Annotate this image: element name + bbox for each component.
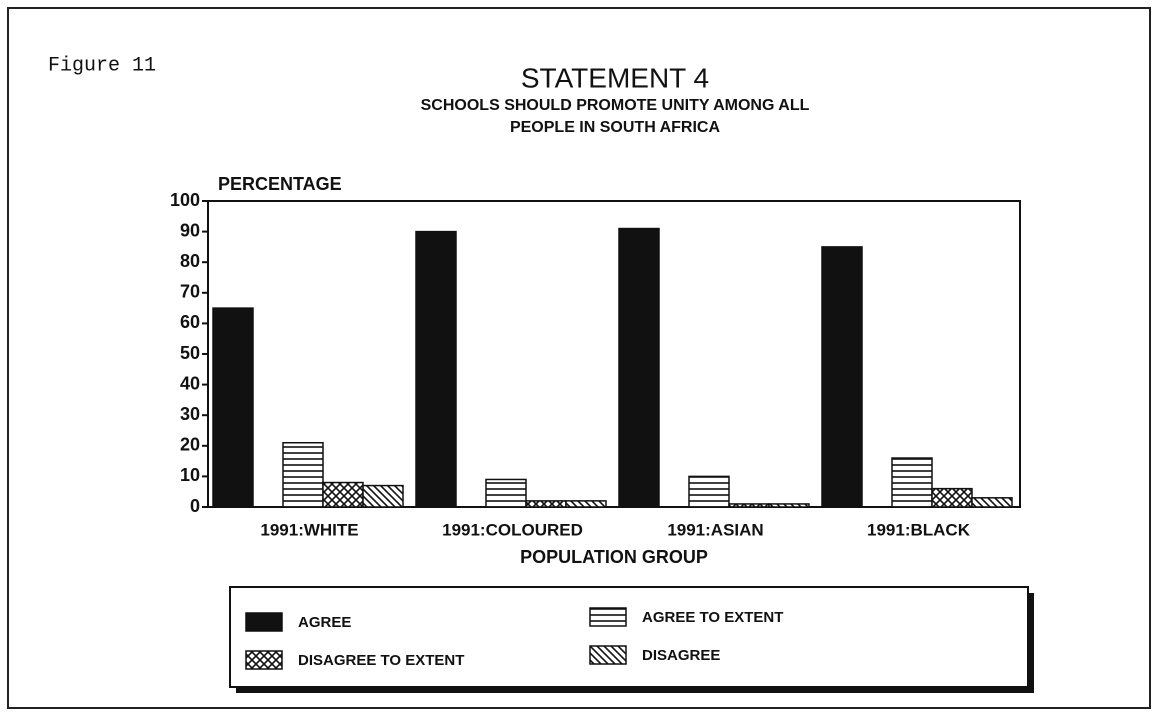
subtitle: SCHOOLS SHOULD PROMOTE UNITY AMONG ALL <box>421 97 810 114</box>
bar <box>415 230 457 508</box>
y-tick-label: 100 <box>170 190 200 210</box>
x-tick-label: 1991:BLACK <box>867 520 971 539</box>
x-axis-label: POPULATION GROUP <box>520 547 708 567</box>
legend-label: DISAGREE <box>642 647 720 664</box>
bar <box>618 227 660 508</box>
figure-label: Figure 11 <box>48 54 156 77</box>
bar <box>362 484 404 508</box>
bar <box>282 441 324 508</box>
y-axis-label: PERCENTAGE <box>218 174 342 194</box>
bar <box>768 503 810 508</box>
x-tick-label: 1991:WHITE <box>260 520 358 539</box>
y-tick-label: 90 <box>180 220 200 240</box>
legend <box>229 586 1029 688</box>
legend-swatch <box>245 650 283 670</box>
bar <box>821 246 863 508</box>
bar <box>322 481 364 508</box>
y-tick-label: 70 <box>180 282 200 302</box>
bar <box>971 497 1013 508</box>
frame <box>7 7 1151 709</box>
legend-label: AGREE <box>298 614 351 631</box>
chart-title: STATEMENT 4 <box>521 62 709 93</box>
legend-swatch <box>589 607 627 627</box>
bar <box>891 457 933 508</box>
legend-label: DISAGREE TO EXTENT <box>298 652 464 669</box>
y-tick-label: 80 <box>180 251 200 271</box>
legend-swatch <box>589 645 627 665</box>
legend-swatch <box>245 612 283 632</box>
x-tick-label: 1991:COLOURED <box>442 520 583 539</box>
subtitle: PEOPLE IN SOUTH AFRICA <box>510 119 721 136</box>
bar <box>728 503 770 508</box>
bar <box>212 307 254 508</box>
x-tick-label: 1991:ASIAN <box>667 520 763 539</box>
y-tick-label: 40 <box>180 373 200 393</box>
y-tick-label: 60 <box>180 312 200 332</box>
y-tick-label: 20 <box>180 435 200 455</box>
y-tick-label: 50 <box>180 343 200 363</box>
bar <box>565 500 607 508</box>
y-tick-label: 10 <box>180 465 200 485</box>
y-tick-label: 0 <box>190 496 200 516</box>
bar <box>931 487 973 508</box>
bar <box>688 475 730 508</box>
bar <box>485 478 527 508</box>
legend-label: AGREE TO EXTENT <box>642 609 783 626</box>
y-tick-label: 30 <box>180 404 200 424</box>
bar <box>525 500 567 508</box>
